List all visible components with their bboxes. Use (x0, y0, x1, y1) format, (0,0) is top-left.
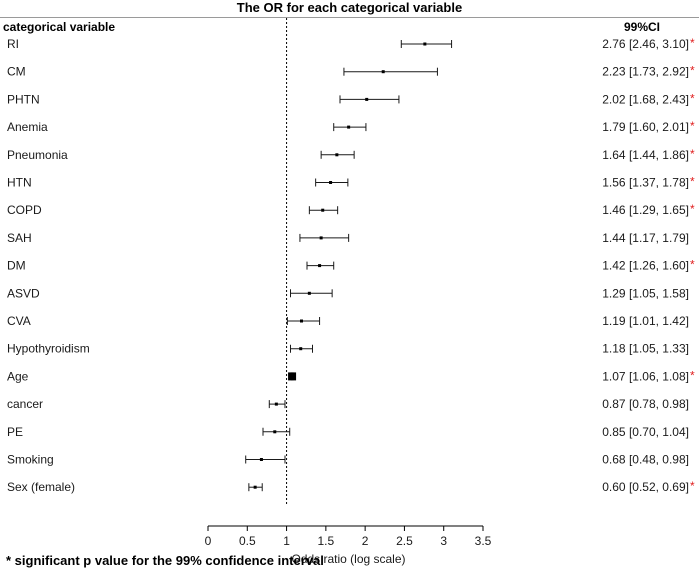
rows-group: RI 2.76 [2.46, 3.10] *CM 2.23 [1.73, 2.92] *… (7, 36, 695, 494)
x-tick-label: 3.5 (475, 534, 492, 548)
point-estimate (318, 264, 322, 268)
ci-value: 0.60 [0.52, 0.69] (602, 480, 689, 494)
x-tick-label: 2 (362, 534, 369, 548)
row-label: Anemia (7, 120, 48, 134)
ci-header: 99%CI (624, 20, 660, 34)
significance-marker: * (690, 368, 695, 382)
row-label: Hypothyroidism (7, 342, 90, 356)
x-tick-label: 0.5 (239, 534, 256, 548)
point-estimate (329, 181, 333, 184)
row-label: COPD (7, 203, 42, 217)
point-estimate (299, 347, 303, 351)
ci-value: 1.19 [1.01, 1.42] (602, 314, 689, 328)
ci-value: 1.79 [1.60, 2.01] (602, 120, 689, 134)
point-estimate (307, 291, 311, 295)
point-estimate (253, 485, 257, 489)
ci-value: 2.02 [1.68, 2.43] (602, 92, 689, 106)
row-label: PE (7, 425, 23, 439)
point-estimate (335, 153, 339, 157)
chart-title: The OR for each categorical variable (0, 0, 699, 18)
row-label: cancer (7, 397, 43, 411)
row-label: CM (7, 65, 26, 79)
row-label: Sex (female) (7, 480, 75, 494)
point-estimate (300, 319, 303, 323)
ci-value: 2.76 [2.46, 3.10] (602, 37, 689, 51)
significance-marker: * (690, 258, 695, 272)
ci-value: 1.18 [1.05, 1.33] (602, 342, 689, 356)
significance-marker: * (690, 119, 695, 133)
significance-marker: * (690, 91, 695, 105)
row-label: ASVD (7, 286, 40, 300)
ci-value: 0.68 [0.48, 0.98] (602, 453, 689, 467)
x-tick-label: 1.5 (318, 534, 335, 548)
point-estimate (273, 430, 277, 434)
ci-value: 1.46 [1.29, 1.65] (602, 203, 689, 217)
significance-marker: * (690, 64, 695, 78)
row-label: SAH (7, 231, 32, 245)
ci-value: 2.23 [1.73, 2.92] (602, 65, 689, 79)
x-tick-label: 3 (440, 534, 447, 548)
row-label: RI (7, 37, 19, 51)
x-axis-label: Odds ratio (log scale) (291, 552, 405, 566)
row-label: DM (7, 259, 26, 273)
significance-marker: * (690, 202, 695, 216)
x-tick-label: 0 (205, 534, 212, 548)
ci-value: 1.44 [1.17, 1.79] (602, 231, 689, 245)
ci-value: 0.85 [0.70, 1.04] (602, 425, 689, 439)
ci-value: 1.42 [1.26, 1.60] (602, 259, 689, 273)
point-estimate (321, 208, 325, 212)
x-ticks: 0 0.5 1 1.5 2 2.5 3 3.5 (205, 526, 492, 548)
point-estimate (347, 125, 351, 129)
ci-value: 0.87 [0.78, 0.98] (602, 397, 689, 411)
point-estimate (423, 42, 427, 46)
x-tick-label: 2.5 (396, 534, 413, 548)
significance-marker: * (690, 175, 695, 189)
point-estimate (259, 458, 263, 461)
footnote: * significant p value for the 99% confid… (6, 553, 324, 568)
significance-marker: * (690, 147, 695, 161)
row-label: Age (7, 369, 29, 383)
point-estimate (365, 97, 369, 101)
row-header: categorical variable (3, 20, 115, 34)
row-label: CVA (7, 314, 31, 328)
row-label: HTN (7, 176, 32, 190)
point-estimate (381, 70, 385, 74)
point-estimate (274, 402, 278, 406)
significance-marker: * (690, 36, 695, 50)
row-label: Pneumonia (7, 148, 68, 162)
ci-value: 1.56 [1.37, 1.78] (602, 176, 689, 190)
x-tick-label: 1 (283, 534, 290, 548)
row-label: Smoking (7, 453, 54, 467)
significance-marker: * (690, 479, 695, 493)
ci-value: 1.07 [1.06, 1.08] (602, 369, 689, 383)
point-estimate (319, 236, 323, 240)
row-label: PHTN (7, 92, 40, 106)
ci-value: 1.64 [1.44, 1.86] (602, 148, 689, 162)
point-estimate (288, 372, 297, 381)
ci-value: 1.29 [1.05, 1.58] (602, 286, 689, 300)
